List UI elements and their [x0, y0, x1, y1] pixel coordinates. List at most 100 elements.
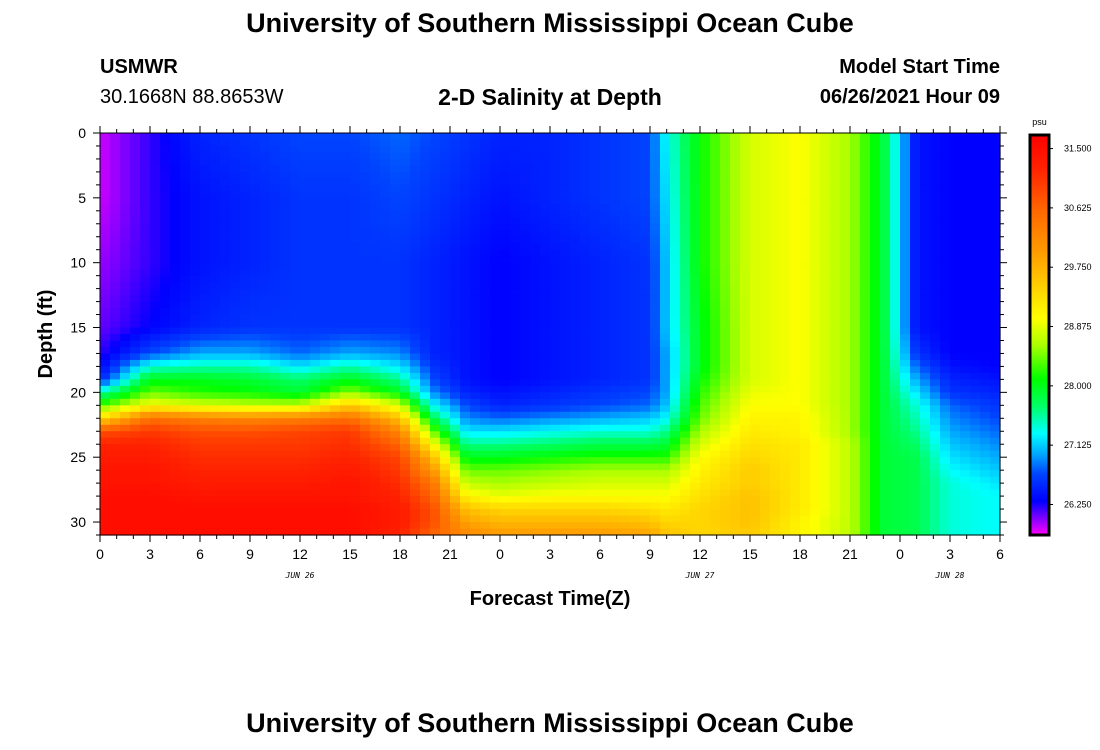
heatmap-cell: [800, 450, 811, 458]
heatmap-cell: [650, 476, 661, 484]
heatmap-cell: [370, 385, 381, 393]
heatmap-cell: [820, 470, 831, 478]
heatmap-cell: [650, 496, 661, 504]
heatmap-cell: [610, 340, 621, 348]
heatmap-cell: [710, 301, 721, 309]
heatmap-cell: [180, 217, 191, 225]
heatmap-cell: [490, 334, 501, 342]
heatmap-cell: [320, 424, 331, 432]
heatmap-cell: [320, 353, 331, 361]
heatmap-cell: [750, 411, 761, 419]
heatmap-cell: [300, 145, 311, 154]
heatmap-cell: [770, 197, 781, 205]
heatmap-cell: [180, 171, 191, 179]
heatmap-cell: [670, 489, 681, 497]
heatmap-cell: [690, 314, 701, 322]
heatmap-cell: [790, 256, 801, 264]
heatmap-cell: [280, 450, 291, 458]
heatmap-cell: [400, 275, 411, 283]
heatmap-cell: [700, 133, 711, 141]
heatmap-cell: [180, 372, 191, 380]
heatmap-cell: [540, 158, 551, 167]
heatmap-cell: [270, 463, 281, 471]
heatmap-cell: [760, 392, 771, 400]
heatmap-cell: [770, 379, 781, 387]
heatmap-cell: [350, 385, 361, 393]
heatmap-cell: [640, 223, 651, 231]
heatmap-cell: [880, 295, 891, 303]
heatmap-cell: [250, 197, 261, 205]
heatmap-cell: [250, 184, 261, 192]
heatmap-cell: [650, 444, 661, 452]
heatmap-cell: [240, 269, 251, 277]
heatmap-cell: [310, 385, 321, 393]
heatmap-cell: [660, 139, 671, 147]
heatmap-cell: [310, 314, 321, 322]
heatmap-cell: [580, 230, 591, 238]
heatmap-cell: [350, 171, 361, 179]
heatmap-cell: [310, 191, 321, 199]
heatmap-cell: [220, 230, 231, 238]
heatmap-cell: [380, 282, 391, 290]
heatmap-cell: [280, 385, 291, 393]
heatmap-cell: [690, 509, 701, 517]
heatmap-cell: [140, 372, 151, 380]
heatmap-cell: [600, 152, 611, 160]
heatmap-cell: [570, 528, 581, 536]
heatmap-cell: [590, 444, 601, 452]
heatmap-cell: [120, 359, 131, 368]
heatmap-cell: [240, 230, 251, 238]
heatmap-cell: [660, 256, 671, 264]
heatmap-cell: [800, 340, 811, 348]
heatmap-cell: [430, 359, 441, 368]
heatmap-cell: [490, 437, 501, 445]
heatmap-cell: [820, 204, 831, 212]
heatmap-cell: [170, 392, 181, 400]
heatmap-cell: [230, 327, 241, 335]
heatmap-cell: [390, 204, 401, 212]
heatmap-cell: [800, 476, 811, 484]
heatmap-cell: [460, 217, 471, 225]
heatmap-cell: [850, 405, 861, 413]
heatmap-cell: [530, 515, 541, 523]
heatmap-cell: [270, 327, 281, 335]
heatmap-cell: [200, 483, 211, 491]
heatmap-cell: [130, 314, 141, 322]
heatmap-cell: [560, 184, 571, 192]
heatmap-cell: [140, 243, 151, 251]
heatmap-cell: [850, 171, 861, 179]
heatmap-cell: [410, 269, 421, 277]
heatmap-cell: [850, 204, 861, 212]
heatmap-cell: [290, 405, 301, 413]
heatmap-cell: [270, 217, 281, 225]
heatmap-cell: [710, 405, 721, 413]
heatmap-cell: [510, 457, 521, 465]
heatmap-cell: [630, 359, 641, 368]
heatmap-cell: [520, 210, 531, 218]
heatmap-cell: [510, 334, 521, 342]
heatmap-cell: [280, 509, 291, 517]
heatmap-cell: [350, 269, 361, 277]
heatmap-cell: [760, 327, 771, 335]
heatmap-cell: [350, 444, 361, 452]
heatmap-cell: [880, 191, 891, 199]
heatmap-cell: [310, 528, 321, 536]
heatmap-cell: [480, 275, 491, 283]
heatmap-cell: [590, 431, 601, 439]
heatmap-cell: [560, 372, 571, 380]
heatmap-cell: [850, 191, 861, 199]
heatmap-cell: [660, 385, 671, 393]
heatmap-cell: [430, 152, 441, 160]
heatmap-cell: [270, 288, 281, 296]
heatmap-cell: [340, 509, 351, 517]
heatmap-cell: [250, 178, 261, 186]
heatmap-cell: [390, 223, 401, 231]
heatmap-cell: [320, 450, 331, 458]
heatmap-cell: [280, 262, 291, 270]
heatmap-cell: [750, 470, 761, 478]
heatmap-cell: [510, 230, 521, 238]
heatmap-cell: [390, 334, 401, 342]
heatmap-cell: [260, 171, 271, 179]
heatmap-cell: [120, 262, 131, 270]
heatmap-cell: [360, 340, 371, 348]
